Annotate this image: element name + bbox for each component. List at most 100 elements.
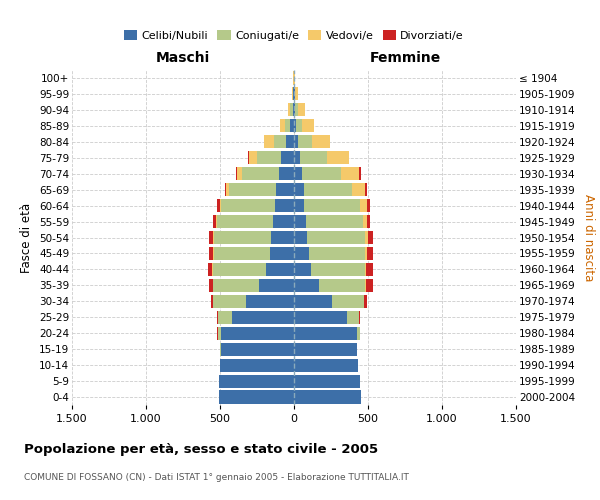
Bar [294, 72, 295, 85]
Bar [290, 104, 293, 117]
Bar [280, 120, 285, 132]
Bar [217, 215, 272, 228]
Bar [294, 151, 300, 164]
Bar [208, 263, 212, 276]
Bar [311, 263, 365, 276]
Bar [352, 183, 365, 196]
Bar [221, 342, 294, 355]
Bar [359, 310, 360, 324]
Bar [296, 120, 302, 132]
Bar [271, 231, 294, 244]
Bar [292, 88, 293, 101]
Y-axis label: Anni di nascita: Anni di nascita [583, 194, 595, 281]
Bar [368, 231, 373, 244]
Bar [294, 295, 332, 308]
Bar [214, 295, 246, 308]
Bar [294, 120, 296, 132]
Bar [217, 199, 220, 212]
Bar [217, 310, 218, 324]
Bar [364, 295, 367, 308]
Bar [302, 120, 314, 132]
Bar [294, 279, 319, 292]
Bar [294, 342, 357, 355]
Bar [229, 183, 276, 196]
Bar [332, 295, 364, 308]
Bar [290, 120, 294, 132]
Bar [221, 199, 275, 212]
Bar [242, 167, 279, 180]
Bar [294, 104, 295, 117]
Bar [365, 231, 368, 244]
Bar [269, 247, 294, 260]
Bar [307, 231, 365, 244]
Bar [209, 247, 214, 260]
Bar [328, 151, 349, 164]
Bar [294, 390, 361, 404]
Legend: Celibi/Nubili, Coniugati/e, Vedovi/e, Divorziati/e: Celibi/Nubili, Coniugati/e, Vedovi/e, Di… [119, 26, 469, 45]
Bar [294, 231, 307, 244]
Bar [214, 231, 271, 244]
Bar [298, 135, 312, 148]
Bar [272, 215, 294, 228]
Bar [294, 310, 347, 324]
Bar [232, 310, 294, 324]
Bar [213, 215, 216, 228]
Bar [257, 151, 281, 164]
Bar [319, 279, 365, 292]
Bar [259, 279, 294, 292]
Bar [212, 263, 266, 276]
Bar [265, 135, 274, 148]
Bar [294, 263, 311, 276]
Bar [294, 247, 308, 260]
Bar [305, 215, 362, 228]
Bar [209, 231, 213, 244]
Bar [347, 310, 359, 324]
Bar [360, 199, 367, 212]
Bar [211, 295, 213, 308]
Bar [304, 199, 360, 212]
Bar [341, 167, 359, 180]
Bar [276, 183, 294, 196]
Bar [218, 326, 221, 340]
Bar [366, 279, 373, 292]
Bar [225, 183, 226, 196]
Bar [300, 151, 328, 164]
Bar [220, 199, 221, 212]
Bar [365, 263, 367, 276]
Bar [216, 215, 217, 228]
Bar [357, 326, 359, 340]
Bar [274, 135, 286, 148]
Bar [362, 215, 367, 228]
Bar [218, 390, 294, 404]
Bar [294, 135, 298, 148]
Bar [308, 247, 365, 260]
Bar [281, 151, 294, 164]
Bar [293, 88, 294, 101]
Bar [246, 295, 294, 308]
Bar [286, 135, 294, 148]
Bar [220, 342, 221, 355]
Bar [294, 374, 360, 388]
Bar [279, 167, 294, 180]
Bar [312, 135, 330, 148]
Bar [213, 231, 214, 244]
Bar [367, 199, 370, 212]
Bar [248, 151, 249, 164]
Bar [359, 167, 361, 180]
Bar [221, 326, 294, 340]
Bar [367, 247, 373, 260]
Bar [298, 104, 305, 117]
Y-axis label: Fasce di età: Fasce di età [20, 202, 34, 272]
Bar [294, 358, 358, 372]
Bar [288, 104, 290, 117]
Bar [218, 310, 232, 324]
Bar [285, 120, 290, 132]
Bar [294, 215, 305, 228]
Bar [365, 247, 367, 260]
Bar [293, 104, 294, 117]
Bar [294, 167, 302, 180]
Bar [220, 358, 294, 372]
Bar [365, 183, 367, 196]
Bar [236, 167, 242, 180]
Text: COMUNE DI FOSSANO (CN) - Dati ISTAT 1° gennaio 2005 - Elaborazione TUTTITALIA.IT: COMUNE DI FOSSANO (CN) - Dati ISTAT 1° g… [24, 472, 409, 482]
